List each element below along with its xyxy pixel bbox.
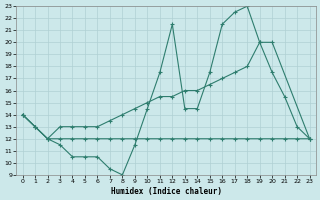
X-axis label: Humidex (Indice chaleur): Humidex (Indice chaleur) [111,187,221,196]
